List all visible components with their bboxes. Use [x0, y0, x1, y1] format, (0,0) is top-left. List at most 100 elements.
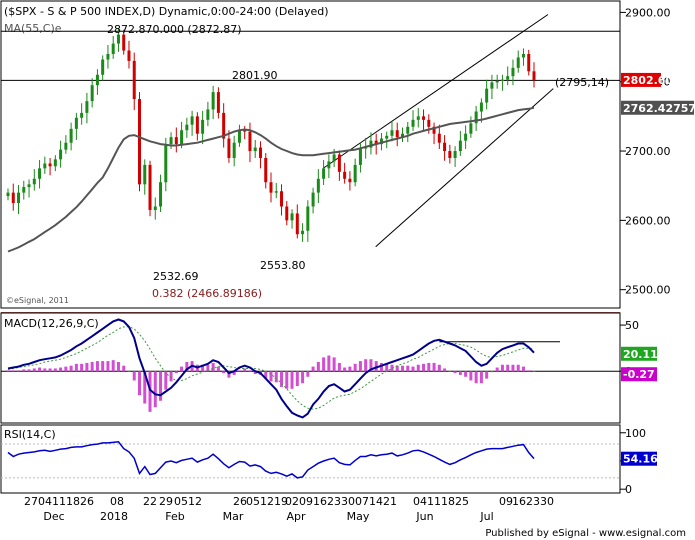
chart-title: ($SPX - S & P 500 INDEX,D) Dynamic,0:00-… — [4, 5, 329, 18]
price-annotation: (2795,14) — [555, 76, 609, 89]
macd-hist-badge-text: -0.27 — [623, 368, 655, 381]
candle-body — [290, 213, 294, 221]
macd-histogram-bar — [74, 363, 78, 372]
candle-body — [11, 192, 15, 204]
last-price-badge-text: 2802.60 — [623, 74, 673, 87]
last-price-badge — [621, 72, 661, 87]
macd-histogram-bar — [85, 362, 89, 372]
macd-histogram-bar — [274, 371, 278, 383]
macd-histogram-bar — [337, 362, 341, 372]
candle-body — [395, 130, 399, 138]
macd-histogram-bar — [264, 371, 268, 379]
candle-body — [53, 159, 57, 167]
x-month-label: 2018 — [100, 510, 128, 523]
candle-body — [385, 135, 389, 139]
macd-histogram-bar — [153, 371, 157, 408]
candle-body — [343, 171, 347, 179]
macd-histogram-bar — [116, 362, 120, 372]
x-day-label: 11 — [52, 495, 66, 508]
ma-indicator-label: MA(55,C)e — [4, 22, 62, 35]
macd-histogram-bar — [448, 371, 452, 372]
candle-body — [422, 116, 426, 120]
candle-body — [464, 133, 468, 141]
x-day-label: 12 — [260, 495, 274, 508]
x-day-label: 21 — [383, 495, 397, 508]
macd-histogram-bar — [521, 366, 525, 372]
candle-body — [474, 111, 478, 124]
macd-histogram-bar — [458, 371, 462, 375]
macd-histogram-bar — [469, 371, 473, 381]
x-month-label: Jun — [415, 510, 433, 523]
macd-histogram-bar — [437, 364, 441, 372]
macd-histogram-bar — [101, 361, 105, 372]
candle-body — [180, 130, 184, 145]
candle-body — [495, 81, 499, 83]
candle-body — [248, 131, 252, 152]
macd-histogram-bar — [185, 362, 189, 372]
rsi-marks: 10050054.16 — [1, 427, 658, 496]
macd-histogram-bar — [332, 357, 336, 372]
candle-body — [274, 191, 278, 193]
x-day-label: 26 — [233, 495, 247, 508]
candle-body — [269, 182, 273, 193]
macd-histogram-bar — [301, 371, 305, 384]
candle-body — [122, 34, 126, 51]
macd-histogram-bar — [148, 371, 152, 412]
candle-body — [185, 124, 189, 131]
rsi-value-badge — [621, 451, 657, 466]
macd-histogram-bar — [80, 363, 84, 372]
macd-histogram-bar — [64, 366, 68, 372]
macd-histogram-bar — [464, 371, 468, 377]
candle-body — [74, 117, 78, 129]
macd-histogram-bar — [132, 371, 136, 381]
candle-body — [132, 60, 136, 100]
macd-histogram-bar — [532, 371, 536, 372]
macd-histogram-bar — [443, 368, 447, 372]
candle-body — [32, 178, 36, 185]
candle-body — [511, 67, 515, 77]
macd-histogram-bar — [248, 370, 252, 372]
candle-body — [159, 182, 163, 207]
x-month-label: Dec — [43, 510, 64, 523]
candle-body — [111, 43, 115, 54]
macd-histogram-bar — [295, 371, 299, 386]
macd-histogram-bar — [201, 364, 205, 372]
candle-body — [148, 164, 152, 210]
candle-body — [211, 92, 215, 110]
macd-histogram-bar — [222, 371, 226, 374]
candle-body — [406, 126, 410, 134]
candle-body — [116, 34, 120, 44]
macd-histogram-bar — [232, 371, 236, 375]
candle-body — [322, 168, 326, 179]
macd-histogram-bar — [59, 367, 63, 372]
macd-histogram-bar — [306, 371, 310, 377]
macd-histogram-bar — [285, 371, 289, 389]
candle-body — [469, 123, 473, 134]
candle-body — [327, 161, 331, 169]
candle-body — [401, 133, 404, 138]
macd-histogram-bar — [143, 371, 147, 404]
macd-histogram-bar — [490, 371, 494, 373]
macd-histogram-bar — [11, 370, 15, 372]
candle-body — [458, 140, 462, 152]
x-day-label: 18 — [441, 495, 455, 508]
macd-histogram-bar — [17, 370, 21, 372]
macd-histogram-bar — [500, 364, 504, 372]
candle-body — [353, 164, 357, 183]
candle-body — [22, 187, 26, 193]
macd-histogram-bar — [348, 366, 352, 372]
x-day-label: 05 — [246, 495, 260, 508]
macd-histogram-bar — [43, 368, 47, 372]
macd-histogram-bar — [38, 367, 42, 372]
candle-body — [443, 142, 447, 152]
candle-body — [195, 116, 199, 134]
candle-body — [17, 192, 21, 204]
candle-body — [285, 206, 289, 221]
candle-body — [90, 85, 94, 102]
candle-body — [521, 53, 525, 58]
macd-histogram-bar — [253, 371, 257, 374]
candle-body — [453, 151, 457, 158]
x-day-label: 30 — [341, 495, 355, 508]
x-day-label: 07 — [355, 495, 369, 508]
